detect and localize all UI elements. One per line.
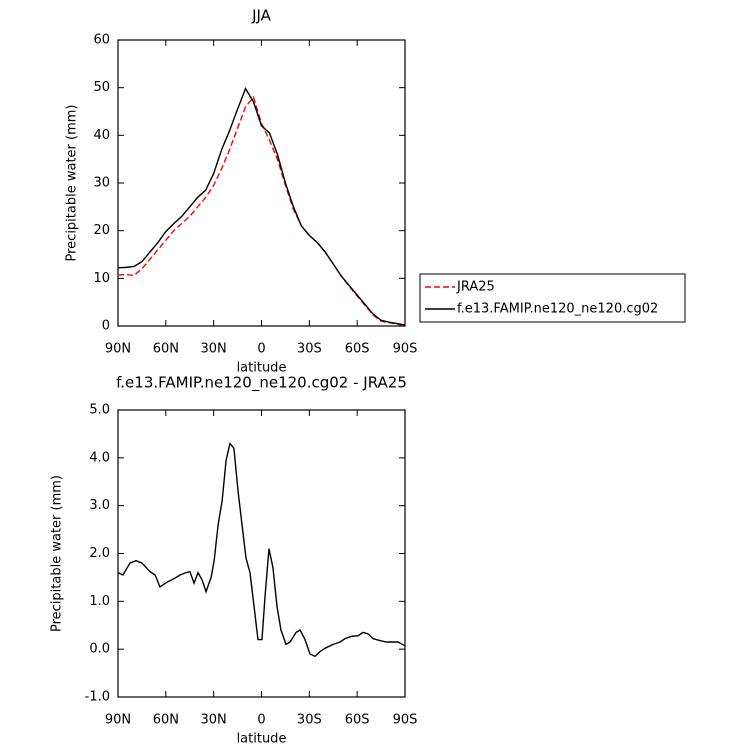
y-tick-label: 3.0: [89, 498, 110, 513]
y-axis-label: Precipitable water (mm): [65, 105, 80, 262]
y-tick-label: 2.0: [89, 546, 110, 561]
x-tick-label: 60N: [153, 713, 179, 728]
x-axis-label: latitude: [237, 732, 287, 747]
y-tick-label: 5.0: [89, 403, 110, 418]
chart-title: JJA: [251, 7, 272, 25]
x-tick-label: 0: [257, 342, 265, 357]
y-tick-label: 50: [93, 80, 110, 95]
x-tick-label: 90S: [393, 713, 418, 728]
x-tick-label: 30N: [201, 342, 227, 357]
y-tick-label: 4.0: [89, 450, 110, 465]
y-tick-label: 40: [93, 128, 110, 143]
x-tick-label: 90N: [105, 342, 131, 357]
x-tick-label: 60S: [345, 713, 370, 728]
legend-box: [419, 273, 686, 323]
y-tick-label: 0: [102, 319, 110, 334]
plot-frame: [117, 39, 406, 327]
y-tick-label: 20: [93, 223, 110, 238]
y-axis-label: Precipitable water (mm): [50, 475, 65, 632]
y-tick-label: 10: [93, 271, 110, 286]
x-tick-label: 60S: [345, 342, 370, 357]
x-tick-label: 0: [257, 713, 265, 728]
x-tick-label: 90S: [393, 342, 418, 357]
x-tick-label: 30S: [297, 342, 322, 357]
x-tick-label: 30S: [297, 713, 322, 728]
legend-label: JRA25: [456, 280, 495, 295]
y-tick-label: -1.0: [85, 690, 110, 705]
y-tick-label: 1.0: [89, 594, 110, 609]
y-tick-label: 60: [93, 33, 110, 48]
legend-label: f.e13.FAMIP.ne120_ne120.cg02: [457, 302, 658, 317]
x-tick-label: 30N: [201, 713, 227, 728]
y-tick-label: 0.0: [89, 642, 110, 657]
data-line: [117, 95, 406, 327]
data-line: [117, 87, 406, 326]
x-tick-label: 90N: [105, 713, 131, 728]
data-line: [117, 441, 406, 658]
chart-title: f.e13.FAMIP.ne120_ne120.cg02 - JRA25: [116, 374, 407, 393]
y-tick-label: 30: [93, 176, 110, 191]
x-axis-label: latitude: [237, 361, 287, 376]
x-tick-label: 60N: [153, 342, 179, 357]
plot-frame: [117, 409, 406, 698]
